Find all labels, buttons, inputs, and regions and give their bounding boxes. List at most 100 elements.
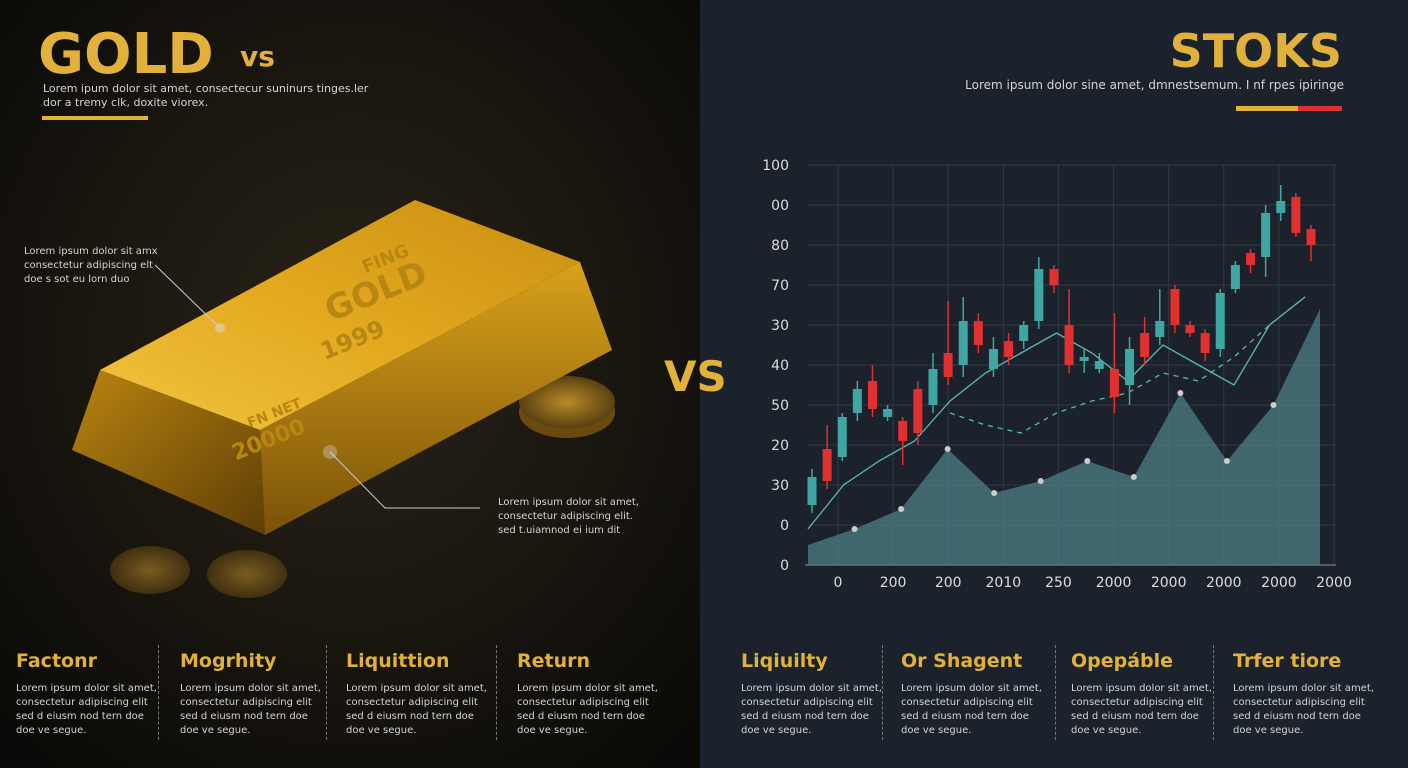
x-tick-label: 2000 xyxy=(1261,575,1297,591)
factor-text: Lorem ipsum dolor sit amet, xyxy=(1071,683,1212,694)
stocks-subtitle: Lorem ipsum dolor sine amet, dmnestsemum… xyxy=(965,78,1344,92)
gold-subtitle: Lorem ipum dolor sit amet, consectecur s… xyxy=(43,82,368,110)
candle-body xyxy=(913,389,923,433)
candle-body xyxy=(1200,333,1210,353)
factor: Or Shagent Lorem ipsum dolor sit amet, con… xyxy=(901,650,1051,738)
center-vs: VS xyxy=(664,352,727,401)
area-point xyxy=(898,506,905,512)
gold-bar-front xyxy=(72,370,265,535)
y-tick-label: 40 xyxy=(771,358,789,374)
factor-text: sed d eiusm nod tern doe xyxy=(1071,711,1199,722)
candle-body xyxy=(837,417,847,457)
area-point xyxy=(1037,478,1044,484)
candle-body xyxy=(1125,349,1135,385)
line: doe s sot eu lorn duo xyxy=(24,274,130,285)
y-tick-label: 80 xyxy=(771,238,789,254)
factor-text: sed d eiusm nod tern doe xyxy=(901,711,1029,722)
factor-text: consectetur adipiscing elit xyxy=(901,697,1033,708)
y-tick-label: 00 xyxy=(771,198,789,214)
x-tick-label: 2010 xyxy=(986,575,1022,591)
factor: Factonr Lorem ipsum dolor sit amet, consec… xyxy=(16,650,166,738)
candle-body xyxy=(1215,293,1225,349)
candle-body xyxy=(1155,321,1165,337)
separator xyxy=(326,645,327,740)
candle-body xyxy=(1004,341,1014,357)
line: consectetur adipiscing elit. xyxy=(498,511,633,522)
factor-text: consectetur adipiscing elit xyxy=(16,697,148,708)
candle-body xyxy=(1306,229,1316,245)
area-point xyxy=(944,446,951,452)
factor-text: Lorem ipsum dolor sit amet, xyxy=(741,683,882,694)
factor-heading: Liqiuilty xyxy=(741,650,828,672)
x-tick-label: 0 xyxy=(834,575,843,591)
candle-body xyxy=(1230,265,1240,289)
factor-text: sed d eiusm nod tern doe xyxy=(16,711,144,722)
candle-body xyxy=(1140,333,1150,357)
factor-heading: Or Shagent xyxy=(901,650,1023,672)
candle-body xyxy=(1019,325,1029,341)
factor: Liquittion Lorem ipsum dolor sit amet, con… xyxy=(346,650,496,738)
factor-text: consectetur adipiscing elit xyxy=(180,697,312,708)
factor-heading: Opepáble xyxy=(1071,650,1174,672)
factor-text: Lorem ipsum dolor sit amet, xyxy=(901,683,1042,694)
line: dor a tremy clk, doxite viorex. xyxy=(43,96,209,109)
vs-small: vs xyxy=(240,40,275,73)
line: Lorem ipsum dolor sit amx xyxy=(24,246,158,257)
candle-body xyxy=(1185,325,1195,333)
candle-body xyxy=(1079,357,1089,361)
leader-dot xyxy=(323,445,337,459)
candle-body xyxy=(852,389,862,413)
factor-text: doe ve segue. xyxy=(901,725,972,736)
y-tick-label: 0 xyxy=(780,558,789,574)
factor-heading: Liquittion xyxy=(346,650,450,672)
line: consectetur adipiscing elt xyxy=(24,260,154,271)
candle-body xyxy=(973,321,983,345)
x-tick-label: 2000 xyxy=(1206,575,1242,591)
underline xyxy=(1236,106,1298,111)
line: Lorem ipum dolor sit amet, consectecur s… xyxy=(43,82,369,95)
factor-text: consectetur adipiscing elit xyxy=(741,697,873,708)
candle-body xyxy=(898,421,908,441)
coin xyxy=(519,376,615,428)
gold-title: GOLD xyxy=(38,22,214,87)
factor-text: consectetur adipiscing elit xyxy=(517,697,649,708)
factor-text: sed d eiusm nod tern doe xyxy=(517,711,645,722)
candle-body xyxy=(1034,269,1044,321)
factor: Trfer tiore Lorem ipsum dolor sit amet, co… xyxy=(1233,650,1383,738)
factor: Liqiuilty Lorem ipsum dolor sit amet, cons… xyxy=(741,650,891,738)
area-point xyxy=(991,490,998,496)
candle-body xyxy=(1246,253,1256,265)
candle-body xyxy=(1170,289,1180,325)
gold-bar-top xyxy=(100,200,580,430)
factor-text: consectetur adipiscing elit xyxy=(1071,697,1203,708)
factor-text: Lorem ipsum dolor sit amet, xyxy=(346,683,487,694)
factor-heading: Return xyxy=(517,650,591,672)
x-tick-label: 2000 xyxy=(1316,575,1352,591)
candle-body xyxy=(1109,369,1119,397)
line: Lorem ipsum dolor sit amet, xyxy=(498,497,639,508)
line xyxy=(807,296,1306,530)
factor-text: consectetur adipiscing elit xyxy=(346,697,478,708)
candle-body xyxy=(943,353,953,377)
candle-body xyxy=(1261,213,1271,257)
candle-body xyxy=(883,409,893,417)
coin xyxy=(110,546,190,594)
y-tick-label: 100 xyxy=(762,158,789,174)
stocks-title: STOKS xyxy=(1169,24,1342,78)
factor: Mogrhity Lorem ipsum dolor sit amet, conse… xyxy=(180,650,330,738)
separator xyxy=(1213,645,1214,740)
area-point xyxy=(1177,390,1184,396)
factor-text: doe ve segue. xyxy=(1233,725,1304,736)
area-point xyxy=(1130,474,1137,480)
factor-text: doe ve segue. xyxy=(16,725,87,736)
candle-body xyxy=(988,349,998,369)
x-tick-label: 2000 xyxy=(1151,575,1187,591)
gold-bar-side xyxy=(260,262,612,535)
y-tick-label: 70 xyxy=(771,278,789,294)
separator xyxy=(1055,645,1056,740)
separator xyxy=(882,645,883,740)
leader-dot xyxy=(215,323,225,333)
